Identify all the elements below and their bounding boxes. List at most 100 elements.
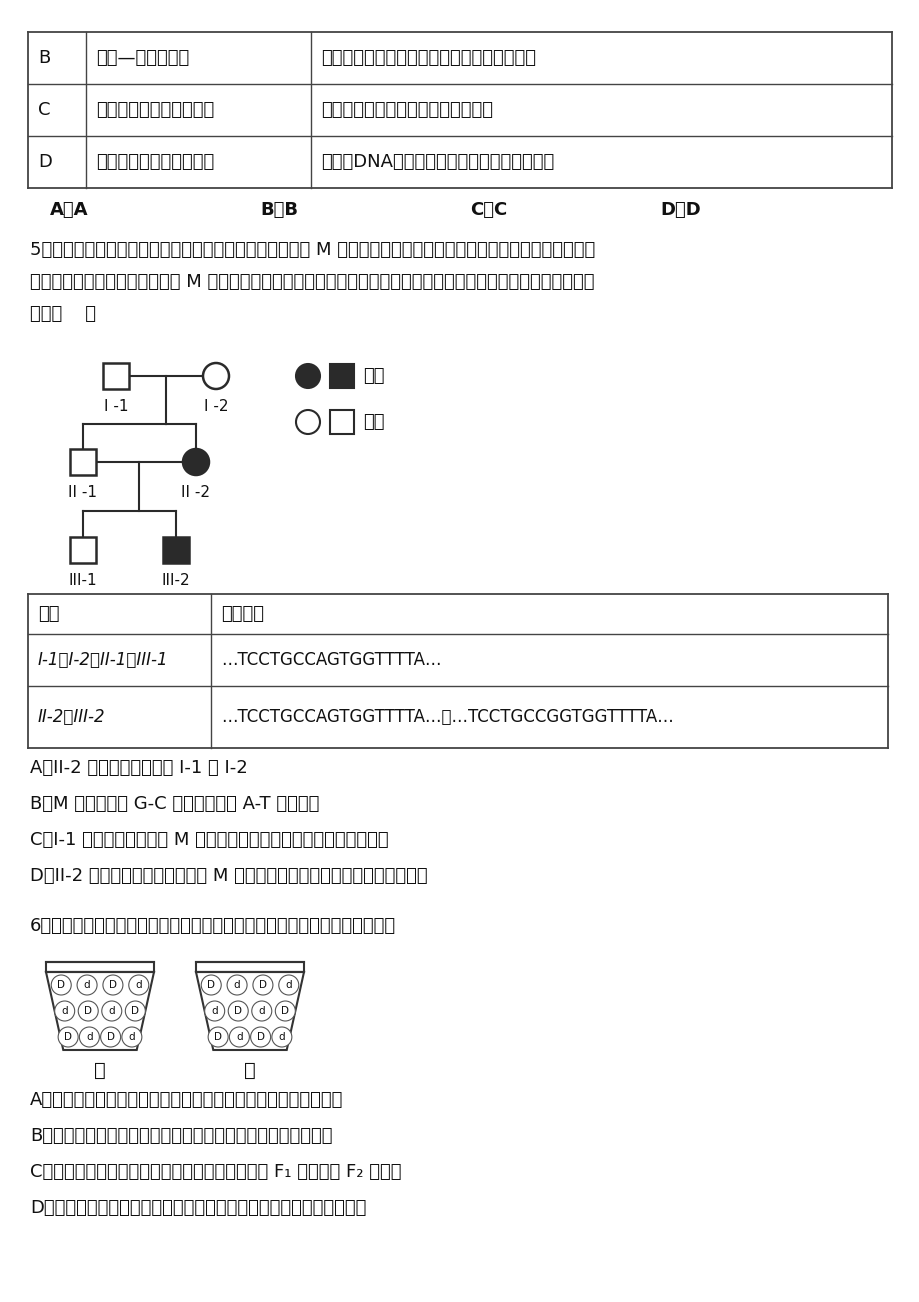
Text: C: C bbox=[38, 102, 51, 118]
Text: C．I-1 产生配子时发生了 M 基因隐性突变可能导致该家系遗传病发生: C．I-1 产生配子时发生了 M 基因隐性突变可能导致该家系遗传病发生 bbox=[30, 831, 388, 849]
Circle shape bbox=[296, 410, 320, 434]
Circle shape bbox=[203, 363, 229, 389]
Text: D: D bbox=[281, 1006, 289, 1016]
Text: 患病: 患病 bbox=[363, 367, 384, 385]
Text: d: d bbox=[135, 980, 142, 990]
Circle shape bbox=[103, 975, 123, 995]
Text: 鲁宾—卡门的实验: 鲁宾—卡门的实验 bbox=[96, 49, 189, 66]
Text: I -2: I -2 bbox=[203, 398, 228, 414]
Circle shape bbox=[79, 1027, 99, 1047]
Circle shape bbox=[77, 975, 97, 995]
Bar bbox=[70, 449, 96, 475]
Circle shape bbox=[272, 1027, 291, 1047]
Bar bbox=[46, 962, 153, 973]
Circle shape bbox=[102, 1001, 121, 1021]
Circle shape bbox=[250, 1027, 270, 1047]
Text: 肺炎双球菌体外转化实验: 肺炎双球菌体外转化实验 bbox=[96, 154, 214, 171]
Text: 成员: 成员 bbox=[38, 605, 60, 622]
Text: A．甲、乙容器内两种不同颜色小球的大小、重量及数量必须相等: A．甲、乙容器内两种不同颜色小球的大小、重量及数量必须相等 bbox=[30, 1091, 343, 1109]
Text: D: D bbox=[57, 980, 65, 990]
Circle shape bbox=[252, 1001, 271, 1021]
Text: D: D bbox=[131, 1006, 139, 1016]
Circle shape bbox=[275, 1001, 295, 1021]
Bar bbox=[330, 365, 354, 388]
Circle shape bbox=[253, 975, 273, 995]
Circle shape bbox=[183, 449, 209, 475]
Bar bbox=[330, 410, 354, 434]
Text: D．II-2 的早期胚胎细胞中发生了 M 基因显性突变可能导致该家系遗传病发生: D．II-2 的早期胚胎细胞中发生了 M 基因显性突变可能导致该家系遗传病发生 bbox=[30, 867, 427, 885]
Text: d: d bbox=[129, 1032, 135, 1042]
Text: B．从甲或乙容器随机取出一个小球可模拟等位基因分离的过程: B．从甲或乙容器随机取出一个小球可模拟等位基因分离的过程 bbox=[30, 1128, 332, 1144]
Circle shape bbox=[227, 975, 247, 995]
Text: 下图，科研人员对该家系各成员 M 基因所在的同源染色体上相应位点序列进行检测，结果如下表。下列有关叙述正确: 下图，科研人员对该家系各成员 M 基因所在的同源染色体上相应位点序列进行检测，结… bbox=[30, 273, 594, 292]
Text: B．B: B．B bbox=[260, 201, 298, 219]
Circle shape bbox=[229, 1027, 249, 1047]
Circle shape bbox=[208, 1027, 228, 1047]
Circle shape bbox=[100, 1027, 120, 1047]
Text: d: d bbox=[211, 1006, 218, 1016]
Circle shape bbox=[201, 975, 221, 995]
Circle shape bbox=[278, 975, 299, 995]
Polygon shape bbox=[196, 973, 303, 1049]
Text: D: D bbox=[64, 1032, 72, 1042]
Text: d: d bbox=[84, 980, 90, 990]
Text: B．M 基因发生了 G-C 碘基对替换为 A-T 导致突变: B．M 基因发生了 G-C 碘基对替换为 A-T 导致突变 bbox=[30, 796, 319, 812]
Circle shape bbox=[51, 975, 71, 995]
Text: D．该实验要做到多次重复并统计，每次取出后要及时放回小球并摇匀: D．该实验要做到多次重复并统计，每次取出后要及时放回小球并摇匀 bbox=[30, 1199, 366, 1217]
Text: II -2: II -2 bbox=[181, 486, 210, 500]
Circle shape bbox=[121, 1027, 142, 1047]
Bar bbox=[196, 962, 303, 973]
Circle shape bbox=[204, 1001, 224, 1021]
Text: d: d bbox=[258, 1006, 265, 1016]
Text: I-1、I-2、II-1、III-1: I-1、I-2、II-1、III-1 bbox=[38, 651, 168, 669]
Text: 的是（    ）: 的是（ ） bbox=[30, 305, 96, 323]
Text: 设置空白对照组，证明光合作用中的氧来自水: 设置空白对照组，证明光合作用中的氧来自水 bbox=[321, 49, 536, 66]
Circle shape bbox=[125, 1001, 145, 1021]
Text: D: D bbox=[38, 154, 51, 171]
Text: D: D bbox=[107, 1032, 115, 1042]
Circle shape bbox=[129, 975, 149, 995]
Text: 甲: 甲 bbox=[94, 1061, 106, 1079]
Text: III-2: III-2 bbox=[162, 573, 190, 589]
Text: D: D bbox=[258, 980, 267, 990]
Text: D: D bbox=[108, 980, 117, 990]
Text: …TCCTGCCAGTGGTTTTA…: …TCCTGCCAGTGGTTTTA… bbox=[221, 651, 441, 669]
Text: C．从甲、乙容器各随机取出一个小球并组合模拟 F₁ 自交产生 F₂ 的过程: C．从甲、乙容器各随机取出一个小球并组合模拟 F₁ 自交产生 F₂ 的过程 bbox=[30, 1163, 401, 1181]
Text: …TCCTGCCAGTGGTTTTA…和…TCCTGCCGGTGGTTTTA…: …TCCTGCCAGTGGTTTTA…和…TCCTGCCGGTGGTTTTA… bbox=[221, 708, 673, 727]
Text: d: d bbox=[236, 1032, 243, 1042]
Circle shape bbox=[58, 1027, 78, 1047]
Text: A．A: A．A bbox=[50, 201, 88, 219]
Text: d: d bbox=[285, 980, 291, 990]
Text: 乙: 乙 bbox=[244, 1061, 255, 1079]
Text: II -1: II -1 bbox=[68, 486, 97, 500]
Text: III-1: III-1 bbox=[69, 573, 97, 589]
Text: D．D: D．D bbox=[659, 201, 700, 219]
Circle shape bbox=[296, 365, 320, 388]
Text: II-2、III-2: II-2、III-2 bbox=[38, 708, 106, 727]
Text: 搔拌的目的是加速噌菌体的侵染过程: 搔拌的目的是加速噌菌体的侵染过程 bbox=[321, 102, 493, 118]
Bar bbox=[163, 536, 188, 562]
Text: B: B bbox=[38, 49, 51, 66]
Text: d: d bbox=[278, 1032, 285, 1042]
Text: 测序结果: 测序结果 bbox=[221, 605, 264, 622]
Text: I -1: I -1 bbox=[104, 398, 128, 414]
Circle shape bbox=[78, 1001, 98, 1021]
Text: D: D bbox=[234, 1006, 242, 1016]
Text: D: D bbox=[85, 1006, 92, 1016]
Text: d: d bbox=[108, 1006, 115, 1016]
Text: 证明了DNA是遗传物质，蛋白质不是遗传物质: 证明了DNA是遗传物质，蛋白质不是遗传物质 bbox=[321, 154, 553, 171]
Circle shape bbox=[54, 1001, 74, 1021]
Bar bbox=[103, 363, 129, 389]
Bar bbox=[70, 536, 96, 562]
Text: D: D bbox=[256, 1032, 265, 1042]
Text: d: d bbox=[62, 1006, 68, 1016]
Text: 噌菌体侵染大肠杆菌实验: 噌菌体侵染大肠杆菌实验 bbox=[96, 102, 214, 118]
Text: 正常: 正常 bbox=[363, 413, 384, 431]
Text: d: d bbox=[86, 1032, 93, 1042]
Text: D: D bbox=[214, 1032, 221, 1042]
Text: d: d bbox=[233, 980, 240, 990]
Text: A．II-2 的致病基因来自于 I-1 和 I-2: A．II-2 的致病基因来自于 I-1 和 I-2 bbox=[30, 759, 247, 777]
Circle shape bbox=[228, 1001, 248, 1021]
Text: D: D bbox=[207, 980, 215, 990]
Text: 6．如图表示对孟德尔一对相对性状杂交实验的模拟装置。下列叙述错误的是: 6．如图表示对孟德尔一对相对性状杂交实验的模拟装置。下列叙述错误的是 bbox=[30, 917, 396, 935]
